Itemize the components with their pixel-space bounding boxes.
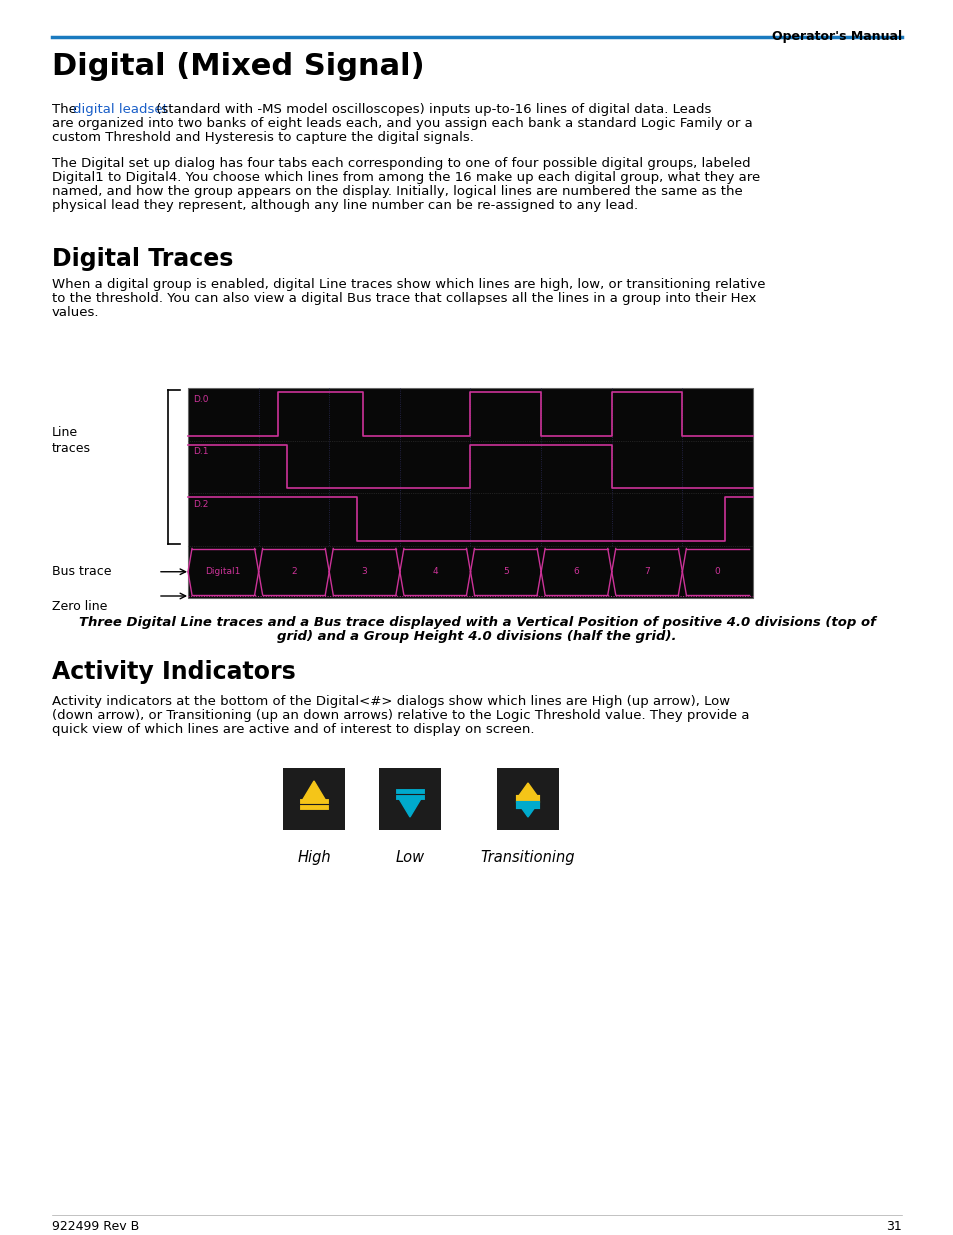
Text: Digital Traces: Digital Traces xyxy=(52,247,233,270)
Text: Digital1 to Digital4. You choose which lines from among the 16 make up each digi: Digital1 to Digital4. You choose which l… xyxy=(52,170,760,184)
Bar xyxy=(188,388,752,598)
Text: Line
traces: Line traces xyxy=(52,426,91,454)
Bar xyxy=(283,768,345,830)
Polygon shape xyxy=(517,803,537,818)
Text: custom Threshold and Hysteresis to capture the digital signals.: custom Threshold and Hysteresis to captu… xyxy=(52,131,474,144)
Text: Zero line: Zero line xyxy=(52,599,108,613)
Bar xyxy=(497,768,558,830)
Text: 6: 6 xyxy=(573,567,578,577)
Text: Low: Low xyxy=(395,850,424,864)
Text: 0: 0 xyxy=(714,567,720,577)
Text: 2: 2 xyxy=(291,567,296,577)
Text: Bus trace: Bus trace xyxy=(52,566,112,578)
Text: (standard with -MS model oscilloscopes) inputs up-to-16 lines of digital data. L: (standard with -MS model oscilloscopes) … xyxy=(152,103,710,116)
Text: Transitioning: Transitioning xyxy=(480,850,575,864)
Text: Activity indicators at the bottom of the Digital<#> dialogs show which lines are: Activity indicators at the bottom of the… xyxy=(52,695,729,708)
Polygon shape xyxy=(397,797,421,818)
Text: D.0: D.0 xyxy=(193,395,209,404)
Text: The: The xyxy=(52,103,81,116)
Text: 3: 3 xyxy=(361,567,367,577)
Text: 4: 4 xyxy=(432,567,437,577)
Text: values.: values. xyxy=(52,306,99,319)
Text: digital leadset: digital leadset xyxy=(73,103,168,116)
Polygon shape xyxy=(302,781,326,802)
Text: quick view of which lines are active and of interest to display on screen.: quick view of which lines are active and… xyxy=(52,722,534,736)
Polygon shape xyxy=(517,783,537,797)
Text: Operator's Manual: Operator's Manual xyxy=(771,30,901,43)
Text: D.1: D.1 xyxy=(193,447,209,457)
Text: Digital (Mixed Signal): Digital (Mixed Signal) xyxy=(52,52,424,82)
Text: When a digital group is enabled, digital Line traces show which lines are high, : When a digital group is enabled, digital… xyxy=(52,278,764,291)
Text: 922499 Rev B: 922499 Rev B xyxy=(52,1220,139,1233)
Text: Activity Indicators: Activity Indicators xyxy=(52,659,295,684)
Text: grid) and a Group Height 4.0 divisions (half the grid).: grid) and a Group Height 4.0 divisions (… xyxy=(277,630,676,643)
Text: The Digital set up dialog has four tabs each corresponding to one of four possib: The Digital set up dialog has four tabs … xyxy=(52,157,750,170)
Text: 7: 7 xyxy=(643,567,649,577)
Text: physical lead they represent, although any line number can be re-assigned to any: physical lead they represent, although a… xyxy=(52,199,638,212)
Text: D.2: D.2 xyxy=(193,500,208,509)
Text: 31: 31 xyxy=(885,1220,901,1233)
Text: High: High xyxy=(297,850,331,864)
Text: to the threshold. You can also view a digital Bus trace that collapses all the l: to the threshold. You can also view a di… xyxy=(52,291,756,305)
Bar xyxy=(378,768,440,830)
Text: named, and how the group appears on the display. Initially, logical lines are nu: named, and how the group appears on the … xyxy=(52,185,742,198)
Text: Digital1: Digital1 xyxy=(206,567,241,577)
Text: are organized into two banks of eight leads each, and you assign each bank a sta: are organized into two banks of eight le… xyxy=(52,117,752,130)
Text: 5: 5 xyxy=(502,567,508,577)
Text: Three Digital Line traces and a Bus trace displayed with a Vertical Position of : Three Digital Line traces and a Bus trac… xyxy=(78,616,875,629)
Text: (down arrow), or Transitioning (up an down arrows) relative to the Logic Thresho: (down arrow), or Transitioning (up an do… xyxy=(52,709,749,722)
